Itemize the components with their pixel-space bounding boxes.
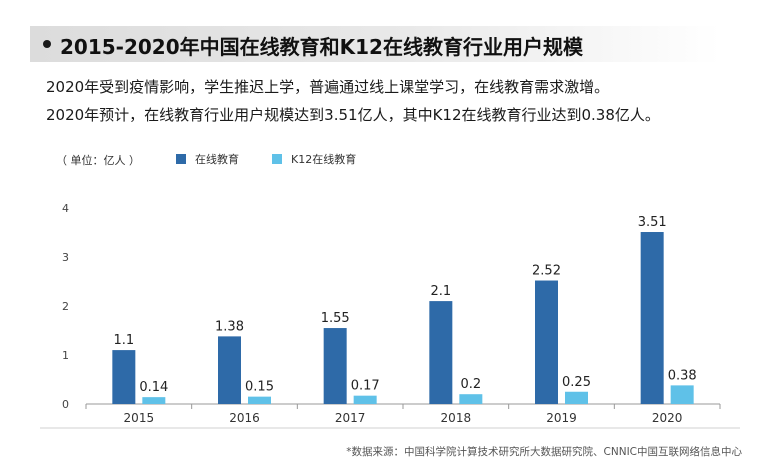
bar-online-education-2020 <box>640 232 664 404</box>
data-source-note: *数据来源：中国科学院计算技术研究所大数据研究院、CNNIC中国互联网络信息中心 <box>346 446 742 458</box>
data-label-k12-online-education-2015: 0.14 <box>139 380 168 395</box>
data-label-online-education-2015: 1.1 <box>113 333 134 348</box>
bar-k12-online-education-2020 <box>670 385 694 404</box>
data-label-online-education-2018: 2.1 <box>430 284 451 299</box>
bar-k12-online-education-2016 <box>248 396 271 404</box>
legend-swatch-k12-online-education <box>272 154 282 164</box>
bar-online-education-2019 <box>535 280 558 404</box>
title-bar: 2015-2020年中国在线教育和K12在线教育行业用户规模 <box>30 26 720 62</box>
data-label-online-education-2016: 1.38 <box>215 319 244 334</box>
bar-online-education-2015 <box>112 350 136 404</box>
bar-k12-online-education-2017 <box>353 395 377 404</box>
x-tick-label-2017: 2017 <box>335 411 366 425</box>
x-tick-label-2019: 2019 <box>546 411 577 425</box>
bar-online-education-2017 <box>323 328 347 404</box>
legend-online-education: 在线教育 <box>176 151 239 167</box>
x-tick-label-2018: 2018 <box>441 411 472 425</box>
x-tick-label-2020: 2020 <box>652 411 683 425</box>
description-line-1: 2020年受到疫情影响，学生推迟上学，普遍通过线上课堂学习，在线教育需求激增。 <box>46 78 610 96</box>
legend-label-online-education: 在线教育 <box>195 153 239 166</box>
bar-k12-online-education-2015 <box>142 397 166 404</box>
x-tick-label-2015: 2015 <box>124 411 155 425</box>
bullet-icon <box>43 40 51 48</box>
legend-label-k12-online-education: K12在线教育 <box>291 153 357 166</box>
data-label-online-education-2019: 2.52 <box>532 264 561 279</box>
data-label-k12-online-education-2018: 0.2 <box>460 377 481 392</box>
legend-k12-online-education: K12在线教育 <box>272 151 356 167</box>
unit-label: （ 单位：亿人 ） <box>56 154 140 167</box>
bar-online-education-2016 <box>218 336 241 404</box>
data-label-k12-online-education-2016: 0.15 <box>245 380 274 395</box>
y-tick-label-1: 1 <box>62 349 69 362</box>
y-tick-label-3: 3 <box>62 251 69 264</box>
data-label-online-education-2020: 3.51 <box>638 215 667 230</box>
y-tick-label-0: 0 <box>62 398 69 411</box>
y-tick-label-2: 2 <box>62 300 69 313</box>
data-label-k12-online-education-2020: 0.38 <box>668 368 697 383</box>
x-tick-label-2016: 2016 <box>229 411 260 425</box>
page-title: 2015-2020年中国在线教育和K12在线教育行业用户规模 <box>60 35 583 59</box>
data-label-k12-online-education-2017: 0.17 <box>351 379 380 394</box>
description-line-2: 2020年预计，在线教育行业用户规模达到3.51亿人，其中K12在线教育行业达到… <box>46 106 660 124</box>
data-label-k12-online-education-2019: 0.25 <box>562 375 591 390</box>
legend-swatch-online-education <box>176 154 186 164</box>
y-tick-label-4: 4 <box>62 202 69 215</box>
bar-k12-online-education-2019 <box>565 391 588 404</box>
data-label-online-education-2017: 1.55 <box>321 311 350 326</box>
bar-online-education-2018 <box>429 301 453 404</box>
bar-k12-online-education-2018 <box>459 394 483 404</box>
